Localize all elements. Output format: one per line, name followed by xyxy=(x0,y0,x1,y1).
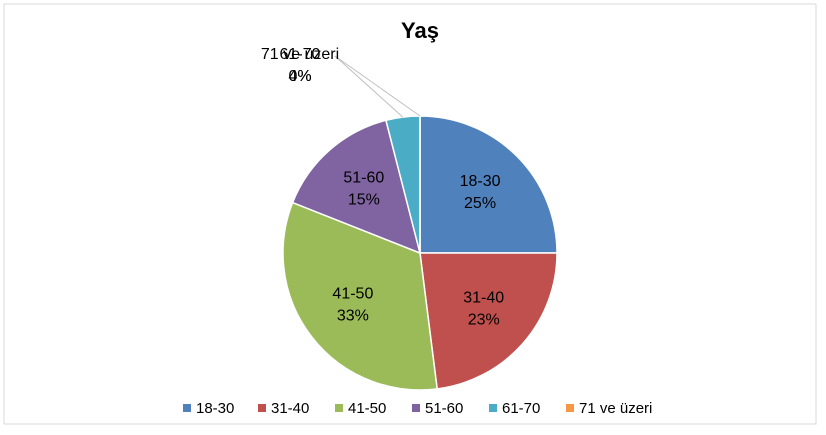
legend-marker xyxy=(566,404,574,412)
legend-label: 51-60 xyxy=(425,400,463,417)
legend-marker xyxy=(412,404,420,412)
leader-line xyxy=(334,55,404,118)
data-label: 25% xyxy=(464,195,496,212)
data-label: 0% xyxy=(288,68,311,85)
data-label-category: 71 ve üzeri xyxy=(261,46,339,63)
leader-line xyxy=(334,55,421,117)
legend-label: 41-50 xyxy=(348,400,386,417)
data-label-category: 61-70 xyxy=(280,46,321,63)
legend-label: 18-30 xyxy=(196,400,234,417)
legend-label: 71 ve üzeri xyxy=(579,400,652,417)
data-label-category: 18-30 xyxy=(460,173,501,190)
legend-label: 61-70 xyxy=(502,400,540,417)
chart-title: Yaş xyxy=(401,18,439,43)
data-label: 23% xyxy=(468,311,500,328)
data-label: 15% xyxy=(348,192,380,209)
data-label-category: 31-40 xyxy=(463,289,504,306)
data-label: 33% xyxy=(337,307,369,324)
data-label-category: 41-50 xyxy=(332,285,373,302)
legend-marker xyxy=(335,404,343,412)
pie-slice xyxy=(419,115,558,254)
data-label: 4% xyxy=(288,68,311,85)
data-label-category: 51-60 xyxy=(343,170,384,187)
legend-marker xyxy=(489,404,497,412)
legend-label: 31-40 xyxy=(271,400,309,417)
pie-slice xyxy=(419,252,558,390)
legend-marker xyxy=(183,404,191,412)
pie-slice xyxy=(291,119,422,255)
pie-slice xyxy=(282,201,439,391)
legend-marker xyxy=(258,404,266,412)
